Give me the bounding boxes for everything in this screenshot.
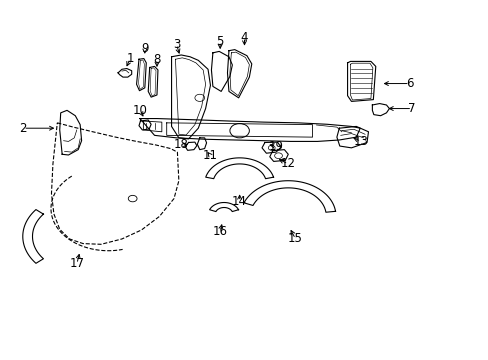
Text: 10: 10 <box>132 104 147 117</box>
Text: 3: 3 <box>172 38 180 51</box>
Text: 13: 13 <box>353 135 368 148</box>
Text: 5: 5 <box>216 35 224 48</box>
Text: 19: 19 <box>268 140 283 153</box>
Text: 18: 18 <box>174 139 188 152</box>
Text: 17: 17 <box>69 257 84 270</box>
Text: 2: 2 <box>20 122 27 135</box>
Text: 15: 15 <box>287 233 303 246</box>
Text: 11: 11 <box>203 149 218 162</box>
Text: 7: 7 <box>407 102 415 115</box>
Text: 9: 9 <box>141 42 148 55</box>
Text: 12: 12 <box>280 157 295 170</box>
Text: 8: 8 <box>153 53 161 66</box>
Text: 16: 16 <box>212 225 227 238</box>
Text: 14: 14 <box>232 195 246 208</box>
Text: 1: 1 <box>126 52 134 65</box>
Text: 4: 4 <box>240 31 248 44</box>
Text: 6: 6 <box>405 77 413 90</box>
